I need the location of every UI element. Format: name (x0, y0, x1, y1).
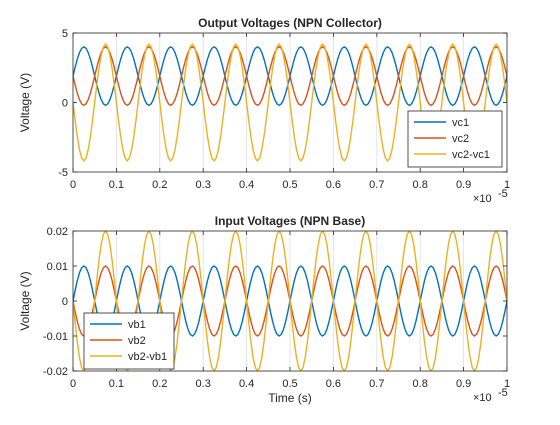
legend: vb1 vb2 vb2-vb1 (83, 312, 175, 370)
y-tick-label: -0.01 (43, 331, 68, 343)
y-tick-label: 0 (62, 98, 68, 110)
x-tick-label: 0.3 (196, 179, 211, 191)
legend-label-vb1: vb1 (128, 319, 146, 331)
x-tick-label: 0.8 (413, 179, 428, 191)
x-exponent-power: -5 (498, 387, 508, 399)
chart-title: Output Voltages (NPN Collector) (198, 16, 382, 30)
x-tick-label: 0.9 (456, 179, 471, 191)
series-line-vb2-vb1 (73, 231, 507, 371)
x-tick-label: 0.7 (369, 179, 384, 191)
legend-label-vb2: vb2 (128, 335, 146, 347)
chart-panel-1: 0 0.1 0.2 0.3 0.4 0.5 0.6 0.7 0.8 0.9 1-505×10 -5Ou… (18, 16, 510, 205)
x-tick-label: 0.8 (413, 378, 428, 390)
x-tick-label: 0 (70, 179, 76, 191)
x-tick-label: 0.2 (152, 378, 167, 390)
x-tick-label: 0.2 (152, 179, 167, 191)
legend: vc1 vc2 vc2-vc1 (407, 110, 503, 168)
x-tick-label: 0 (70, 378, 76, 390)
x-tick-label: 1 (504, 179, 510, 191)
x-tick-label: 0.1 (109, 179, 124, 191)
x-tick-label: 0.9 (456, 378, 471, 390)
x-tick-label: 0.7 (369, 378, 384, 390)
x-exponent-label: ×10 (473, 193, 492, 205)
x-exponent-power: -5 (498, 188, 508, 200)
x-tick-label: 1 (504, 378, 510, 390)
y-tick-label: 0.01 (47, 261, 68, 273)
legend-box (83, 312, 175, 370)
x-axis-label: Time (s) (268, 391, 312, 405)
y-tick-label: -0.02 (43, 366, 68, 378)
x-tick-label: 0.3 (196, 378, 211, 390)
legend-label-vc2: vc2 (452, 133, 469, 145)
chart-panel-2: 0 0.1 0.2 0.3 0.4 0.5 0.6 0.7 0.8 0.9 1 -0.02 -0.01 0… (18, 214, 510, 405)
y-tick-label: 5 (62, 28, 68, 40)
x-tick-label: 0.1 (109, 378, 124, 390)
y-tick-label: 0 (62, 296, 68, 308)
x-tick-label: 0.4 (239, 179, 254, 191)
x-tick-label: 0.6 (326, 378, 341, 390)
x-exponent-label: ×10 (473, 392, 492, 404)
x-tick-label: 0.6 (326, 179, 341, 191)
legend-label-vc2-vc1: vc2-vc1 (452, 149, 490, 161)
legend-label-vb2-vb1: vb2-vb1 (128, 351, 167, 363)
x-tick-label: 0.5 (282, 378, 297, 390)
y-tick-label: 0.02 (47, 226, 68, 238)
legend-label-vc1: vc1 (452, 117, 469, 129)
legend-box (407, 110, 503, 168)
chart-title: Input Voltages (NPN Base) (215, 214, 365, 228)
y-axis-label: Voltage (V) (18, 73, 32, 132)
x-tick-label: 0.4 (239, 378, 254, 390)
y-axis-label: Voltage (V) (18, 271, 32, 330)
y-tick-label: -5 (58, 167, 68, 179)
x-tick-label: 0.5 (282, 179, 297, 191)
